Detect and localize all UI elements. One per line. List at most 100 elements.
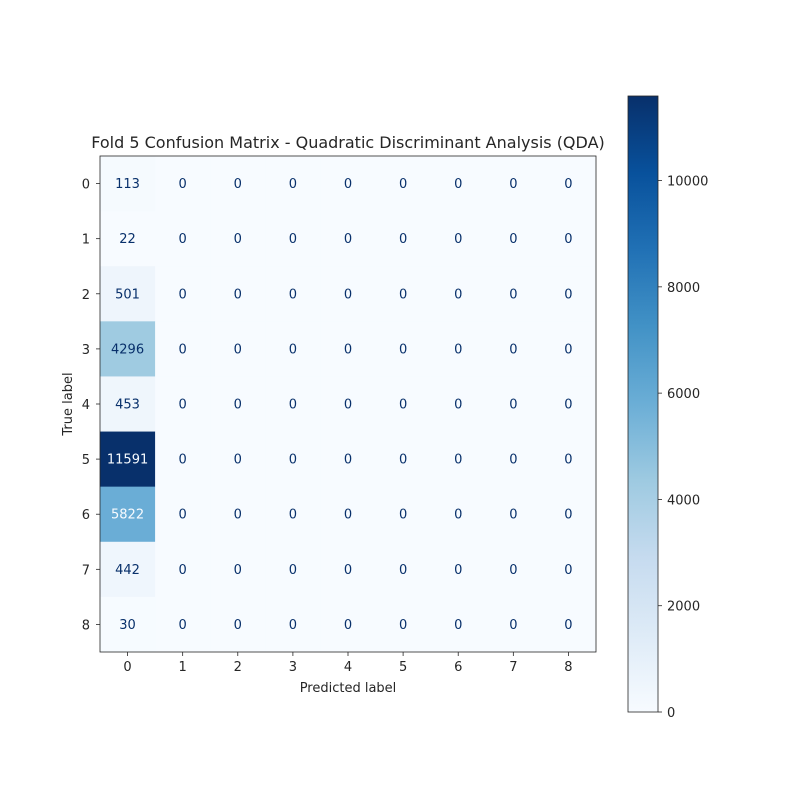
cell-value-label: 0: [454, 453, 462, 468]
heatmap-cell: [320, 156, 376, 212]
heatmap-cell: [320, 321, 376, 377]
cell-value-label: 0: [289, 232, 297, 247]
cell-value-label: 0: [564, 453, 572, 468]
heatmap-cell: [430, 266, 487, 322]
heatmap-cell: [485, 486, 542, 543]
heatmap-cell: [210, 321, 266, 377]
cell-value-label: 0: [399, 398, 407, 413]
colorbar-tick-label: 4000: [667, 493, 700, 508]
heatmap-cell: [375, 266, 431, 322]
cell-value-label: 0: [179, 398, 187, 413]
cell-value-label: 0: [179, 508, 187, 523]
heatmap-cell: [320, 431, 376, 487]
heatmap-cell: [155, 156, 211, 212]
y-tick-label: 4: [82, 398, 90, 413]
y-tick-label: 7: [82, 563, 90, 578]
cell-value-label: 0: [564, 398, 572, 413]
cell-value-label: 0: [289, 342, 297, 357]
cell-value-label: 0: [509, 287, 517, 302]
cell-value-label: 0: [399, 453, 407, 468]
heatmap-cell: [100, 376, 156, 432]
cell-value-label: 0: [399, 618, 407, 633]
cell-value-label: 0: [179, 177, 187, 192]
heatmap-cell: [375, 596, 431, 653]
cell-value-label: 0: [509, 508, 517, 523]
y-axis-label: True label: [61, 372, 76, 436]
cell-value-label: 0: [289, 453, 297, 468]
cell-value-label: 5822: [111, 508, 144, 523]
cell-value-label: 0: [344, 563, 352, 578]
cell-value-label: 0: [344, 342, 352, 357]
heatmap-cell: [430, 321, 487, 377]
x-tick-label: 5: [399, 660, 407, 675]
heatmap-cell: [320, 486, 376, 543]
cell-value-label: 0: [234, 618, 242, 633]
colorbar-tick-label: 0: [667, 706, 675, 721]
heatmap-cell: [375, 376, 431, 432]
cell-value-label: 0: [234, 563, 242, 578]
heatmap-cell: [540, 486, 597, 543]
cell-value-label: 0: [454, 563, 462, 578]
heatmap-cell: [485, 541, 542, 598]
cell-value-label: 0: [234, 232, 242, 247]
heatmap-cell: [540, 321, 597, 377]
cell-value-label: 0: [344, 287, 352, 302]
heatmap-cell: [210, 431, 266, 487]
cell-value-label: 0: [509, 177, 517, 192]
cell-value-label: 0: [564, 232, 572, 247]
x-tick-label: 7: [509, 660, 517, 675]
heatmap-cell: [320, 266, 376, 322]
x-tick-label: 4: [344, 660, 352, 675]
heatmap-cell: [430, 541, 487, 598]
cell-value-label: 0: [179, 232, 187, 247]
heatmap-cell: [375, 156, 431, 212]
y-tick-label: 8: [82, 618, 90, 633]
cell-value-label: 0: [454, 508, 462, 523]
heatmap-cell: [540, 541, 597, 598]
cell-value-label: 0: [399, 177, 407, 192]
heatmap-cell: [485, 321, 542, 377]
heatmap-cell: [375, 486, 431, 543]
chart-title: Fold 5 Confusion Matrix - Quadratic Disc…: [91, 133, 605, 152]
heatmap-cell: [155, 266, 211, 322]
heatmap-cell: [485, 211, 542, 267]
cell-value-label: 0: [289, 398, 297, 413]
colorbar-tick-label: 8000: [667, 281, 700, 296]
cell-value-label: 0: [509, 563, 517, 578]
x-tick-label: 2: [234, 660, 242, 675]
heatmap-cell: [265, 266, 321, 322]
cell-value-label: 0: [564, 342, 572, 357]
cell-value-label: 0: [454, 287, 462, 302]
colorbar: [627, 95, 659, 713]
cell-value-label: 113: [115, 177, 140, 192]
colorbar-ticks: 0 2000 4000 6000 8000 10000: [658, 175, 708, 721]
colorbar-tick-label: 6000: [667, 387, 700, 402]
cell-value-label: 0: [509, 618, 517, 633]
heatmap-cell: [210, 266, 266, 322]
heatmap-cell: [265, 376, 321, 432]
heatmap-cell: [100, 321, 156, 377]
cell-value-label: 30: [119, 618, 136, 633]
heatmap-cell: [265, 486, 321, 543]
cell-value-label: 0: [234, 287, 242, 302]
heatmap-cell: [155, 321, 211, 377]
cell-value-label: 0: [454, 232, 462, 247]
cell-value-label: 0: [564, 177, 572, 192]
cell-value-label: 4296: [111, 342, 144, 357]
heatmap-cell: [485, 596, 542, 653]
heatmap-cell: [265, 156, 321, 212]
heatmap-cell: [155, 541, 211, 598]
x-tick-label: 6: [454, 660, 462, 675]
cell-value-label: 0: [234, 398, 242, 413]
cell-value-label: 0: [454, 177, 462, 192]
cell-value-label: 0: [289, 287, 297, 302]
cell-value-label: 442: [115, 563, 140, 578]
heatmap-cell: [540, 211, 597, 267]
heatmap-cell: [375, 321, 431, 377]
cell-value-label: 0: [564, 508, 572, 523]
heatmap-cell: [540, 596, 597, 653]
cell-value-label: 0: [289, 618, 297, 633]
cell-value-label: 0: [454, 342, 462, 357]
heatmap-cell: [430, 596, 487, 653]
